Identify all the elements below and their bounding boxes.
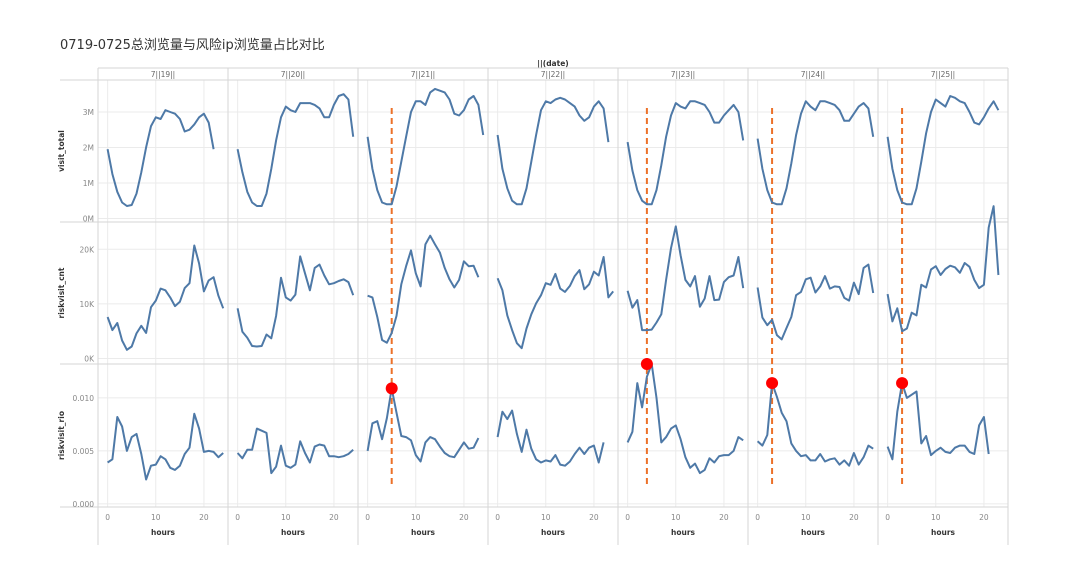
y-tick-label: 0.005 — [73, 447, 95, 456]
y-tick-label: 3M — [83, 108, 94, 117]
row-label: riskvisit_cnt — [57, 267, 66, 318]
riskvisit_rio-line — [886, 382, 990, 461]
x-axis-title: hours — [541, 528, 566, 537]
column-header: ||(date) — [537, 59, 568, 69]
riskvisit_cnt-line — [886, 205, 1000, 333]
riskvisit_rio-line — [107, 412, 224, 481]
y-tick-label: 0K — [84, 355, 95, 364]
riskvisit_cnt-line — [626, 225, 745, 332]
x-tick-label: 10 — [151, 513, 161, 522]
visit_total-line — [496, 96, 610, 206]
riskvisit_rio-line — [236, 427, 354, 475]
column-label: 7||23|| — [671, 70, 695, 79]
row-label: visit_total — [57, 130, 66, 172]
x-tick-label: 10 — [541, 513, 551, 522]
x-tick-label: 0 — [105, 513, 110, 522]
column-label: 7||24|| — [801, 70, 825, 79]
y-tick-label: 0.010 — [73, 394, 95, 403]
page-title: 0719-0725总浏览量与风险ip浏览量占比对比 — [60, 38, 325, 53]
x-tick-label: 20 — [979, 513, 989, 522]
column-label: 7||21|| — [411, 70, 435, 79]
column-label: 7||19|| — [151, 70, 175, 79]
x-axis-title: hours — [281, 528, 306, 537]
x-tick-label: 20 — [849, 513, 859, 522]
anomaly-marker — [896, 377, 909, 390]
riskvisit_cnt-line — [236, 255, 355, 348]
row-label: riskvisit_rio — [57, 411, 66, 460]
riskvisit_rio-line — [756, 382, 874, 467]
riskvisit_cnt-line — [496, 256, 614, 350]
x-tick-label: 20 — [459, 513, 469, 522]
riskvisit_rio-line — [496, 409, 605, 467]
x-tick-label: 0 — [235, 513, 240, 522]
x-tick-label: 20 — [329, 513, 339, 522]
column-label: 7||22|| — [541, 70, 565, 79]
anomaly-marker — [766, 377, 779, 390]
x-tick-label: 0 — [365, 513, 370, 522]
column-label: 7||25|| — [931, 70, 955, 79]
riskvisit_cnt-line — [367, 234, 480, 344]
y-tick-label: 2M — [83, 143, 94, 152]
visit_total-line — [236, 93, 355, 207]
visit_total-line — [886, 95, 1000, 206]
x-axis-title: hours — [151, 528, 176, 537]
x-tick-label: 20 — [719, 513, 729, 522]
y-tick-label: 20K — [80, 245, 96, 254]
x-tick-label: 10 — [801, 513, 811, 522]
anomaly-marker — [640, 358, 653, 370]
y-tick-label: 10K — [80, 300, 96, 309]
x-axis-title: hours — [671, 528, 696, 537]
anomaly-marker — [385, 382, 398, 395]
x-tick-label: 0 — [885, 513, 890, 522]
visit_total-line — [366, 87, 485, 206]
x-tick-label: 10 — [281, 513, 291, 522]
x-tick-label: 0 — [495, 513, 500, 522]
riskvisit_cnt-line — [106, 244, 225, 351]
column-label: 7||20|| — [281, 70, 305, 79]
y-tick-label: 0M — [83, 214, 94, 223]
y-tick-label: 0.000 — [73, 500, 95, 509]
visit_total-line — [756, 100, 875, 206]
y-tick-label: 1M — [83, 179, 94, 188]
x-tick-label: 10 — [671, 513, 681, 522]
visit_total-line — [106, 109, 215, 207]
x-tick-label: 20 — [199, 513, 209, 522]
riskvisit_cnt-line — [756, 263, 875, 341]
x-axis-title: hours — [801, 528, 826, 537]
x-tick-label: 0 — [755, 513, 760, 522]
x-tick-label: 20 — [589, 513, 599, 522]
x-tick-label: 10 — [931, 513, 941, 522]
x-tick-label: 10 — [411, 513, 421, 522]
riskvisit_rio-line — [626, 363, 744, 475]
visit_total-line — [626, 100, 745, 206]
x-axis-title: hours — [931, 528, 956, 537]
x-tick-label: 0 — [625, 513, 630, 522]
x-axis-title: hours — [411, 528, 436, 537]
riskvisit_rio-line — [366, 387, 480, 463]
